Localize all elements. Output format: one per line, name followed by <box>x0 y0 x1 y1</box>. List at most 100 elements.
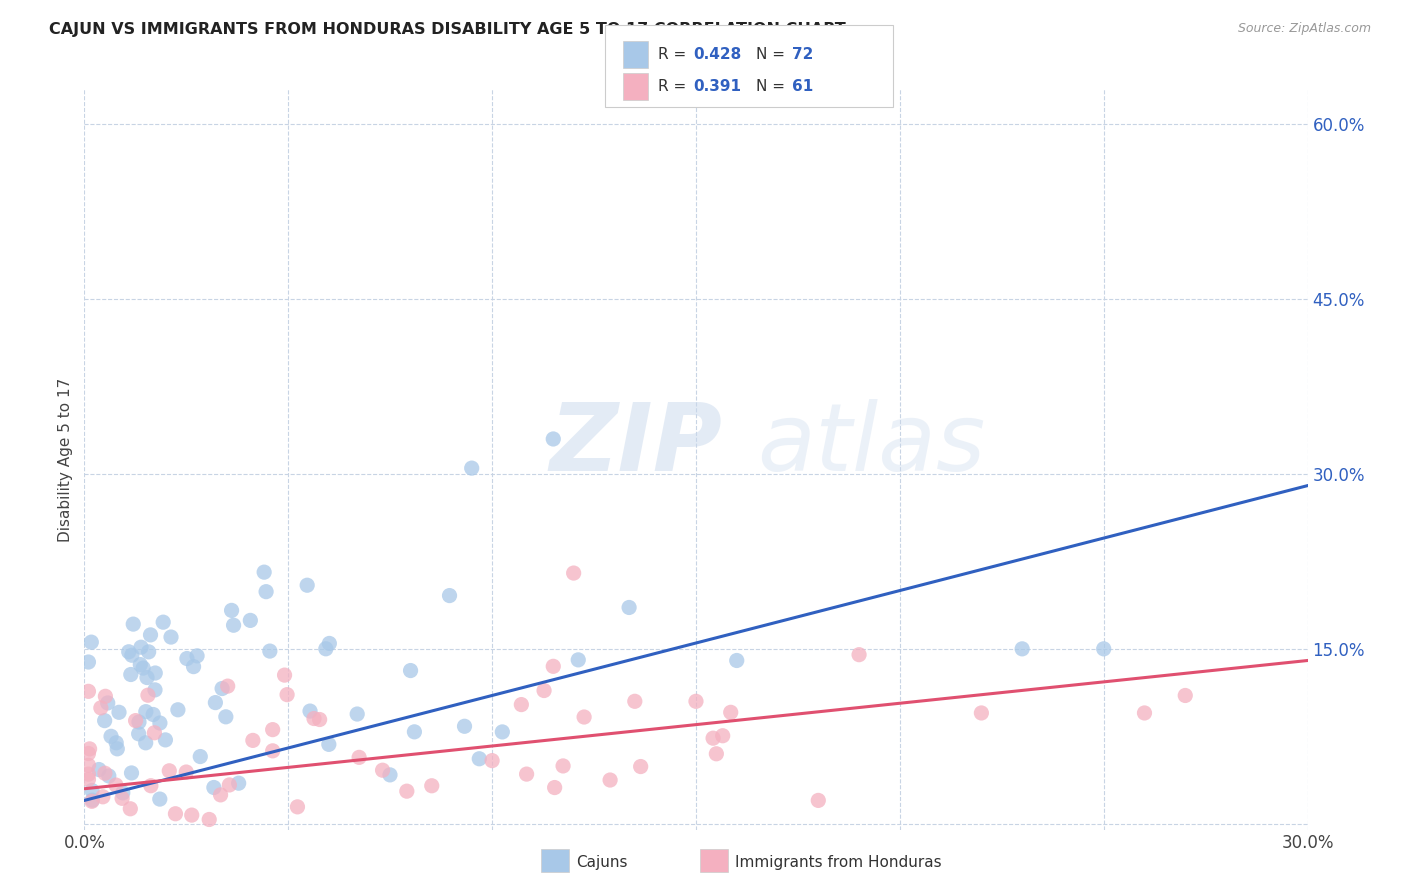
Text: ZIP: ZIP <box>550 399 723 491</box>
Point <box>420 779 443 793</box>
Y-axis label: Disability Age 5 to 17: Disability Age 5 to 17 <box>58 377 73 541</box>
Point <box>468 752 491 766</box>
Point <box>617 600 640 615</box>
Point <box>135 705 157 719</box>
Text: R =: R = <box>658 79 692 95</box>
Point <box>93 714 115 728</box>
Point <box>174 765 197 780</box>
Point <box>183 659 205 673</box>
Point <box>139 779 162 793</box>
Point <box>461 461 484 475</box>
Point <box>259 644 281 658</box>
Point <box>299 704 322 718</box>
Point <box>143 682 166 697</box>
Point <box>135 736 157 750</box>
Point <box>222 618 245 632</box>
Point <box>160 630 183 644</box>
Point <box>128 714 150 729</box>
Point <box>599 772 621 787</box>
Point <box>371 763 394 777</box>
Point <box>807 793 830 807</box>
Point <box>77 767 100 781</box>
Point <box>176 651 198 665</box>
Point <box>120 802 142 816</box>
Point <box>82 793 104 807</box>
Point <box>295 578 318 592</box>
Point <box>262 744 284 758</box>
Point <box>97 696 120 710</box>
Point <box>318 737 340 751</box>
Point <box>848 648 870 662</box>
Point <box>254 584 277 599</box>
Text: Source: ZipAtlas.com: Source: ZipAtlas.com <box>1237 22 1371 36</box>
Point <box>1092 641 1115 656</box>
Point <box>80 794 103 808</box>
Point <box>128 727 150 741</box>
Point <box>218 778 240 792</box>
Point <box>725 653 748 667</box>
Point <box>80 783 103 797</box>
Point <box>167 703 190 717</box>
Point <box>202 780 225 795</box>
Point <box>1011 641 1033 656</box>
Point <box>108 706 131 720</box>
Point <box>318 636 340 650</box>
Point <box>136 671 159 685</box>
Point <box>77 684 100 698</box>
Point <box>242 733 264 747</box>
Point <box>94 690 117 704</box>
Point <box>702 731 724 746</box>
Point <box>91 789 114 804</box>
Point <box>149 792 172 806</box>
Point <box>77 655 100 669</box>
Point <box>347 750 370 764</box>
Point <box>302 712 325 726</box>
Point <box>399 664 422 678</box>
Point <box>180 808 202 822</box>
Point <box>551 759 574 773</box>
Point <box>105 741 128 756</box>
Point <box>287 800 309 814</box>
Point <box>129 657 152 672</box>
Text: CAJUN VS IMMIGRANTS FROM HONDURAS DISABILITY AGE 5 TO 17 CORRELATION CHART: CAJUN VS IMMIGRANTS FROM HONDURAS DISABI… <box>49 22 846 37</box>
Point <box>129 640 152 655</box>
Point <box>77 758 100 772</box>
Point <box>273 668 295 682</box>
Point <box>87 763 110 777</box>
Point <box>142 707 165 722</box>
Text: N =: N = <box>756 47 790 62</box>
Text: 0.391: 0.391 <box>693 79 741 95</box>
Point <box>138 645 160 659</box>
Point <box>516 767 538 781</box>
Point <box>562 566 585 580</box>
Point <box>228 776 250 790</box>
Point <box>124 714 146 728</box>
Point <box>404 724 426 739</box>
Point <box>624 694 647 708</box>
Point <box>1174 689 1197 703</box>
Point <box>533 683 555 698</box>
Point <box>239 614 262 628</box>
Point <box>720 706 742 720</box>
Point <box>79 742 101 756</box>
Point <box>121 648 143 663</box>
Point <box>155 732 177 747</box>
Point <box>97 769 120 783</box>
Point <box>118 645 141 659</box>
Text: 72: 72 <box>792 47 813 62</box>
Point <box>706 747 728 761</box>
Point <box>90 701 112 715</box>
Point <box>120 667 142 681</box>
Point <box>481 754 503 768</box>
Point <box>100 729 122 743</box>
Text: atlas: atlas <box>758 399 986 490</box>
Point <box>77 772 100 787</box>
Point <box>132 661 155 675</box>
Point <box>186 648 208 663</box>
Point <box>346 706 368 721</box>
Point <box>157 764 180 778</box>
Point <box>165 806 187 821</box>
Point <box>510 698 533 712</box>
Text: R =: R = <box>658 47 692 62</box>
Text: Cajuns: Cajuns <box>576 855 628 870</box>
